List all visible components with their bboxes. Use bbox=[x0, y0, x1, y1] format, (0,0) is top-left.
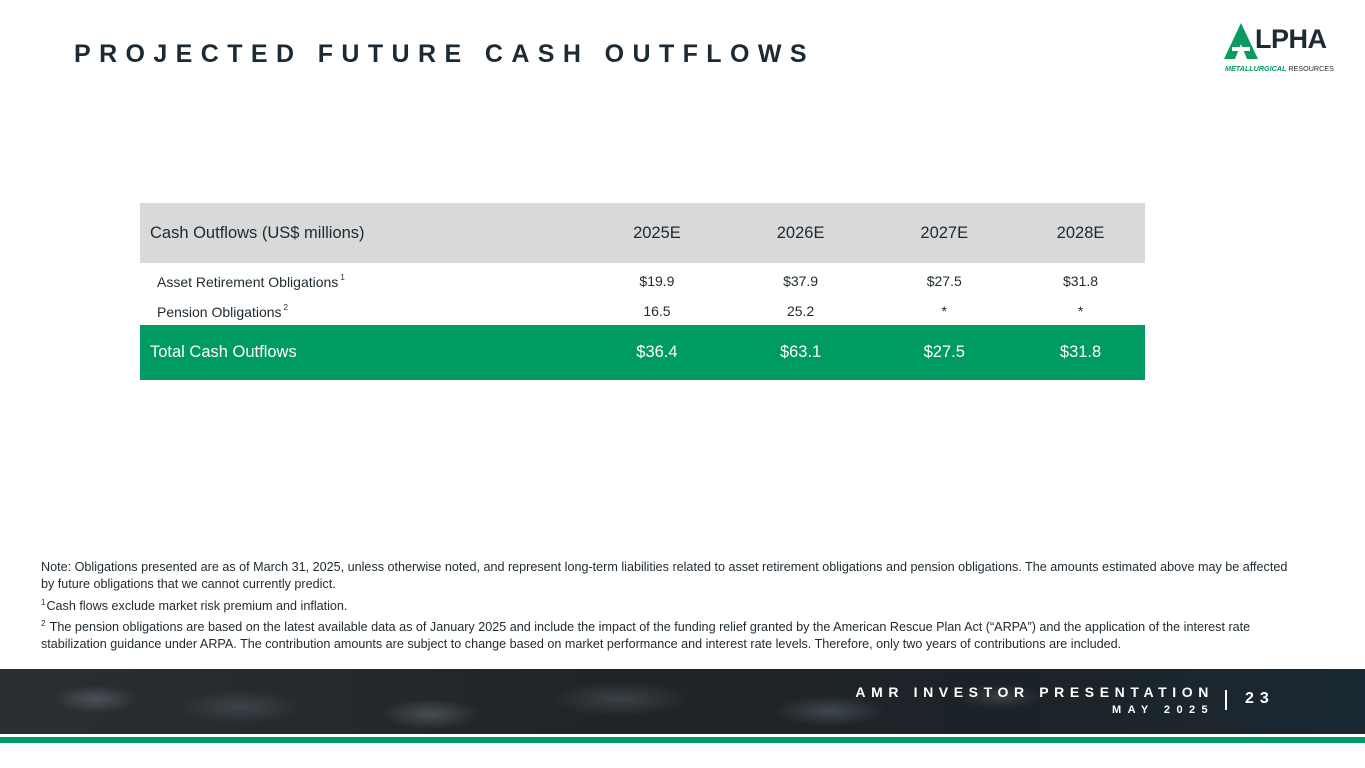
footer-accent-line bbox=[0, 737, 1365, 743]
footnote-marker: 2 bbox=[283, 302, 288, 312]
logo-a-icon bbox=[1224, 23, 1258, 59]
header-label: Cash Outflows (US$ millions) bbox=[140, 203, 586, 263]
footnote-2-marker: 2 bbox=[41, 618, 46, 628]
table-header-row: Cash Outflows (US$ millions) 2025E 2026E… bbox=[140, 203, 1145, 263]
footer-date: MAY 2025 bbox=[1112, 704, 1214, 716]
total-2025: $36.4 bbox=[585, 325, 729, 380]
total-label: Total Cash Outflows bbox=[140, 325, 586, 380]
header-2026: 2026E bbox=[728, 203, 873, 263]
cash-outflows-table: Cash Outflows (US$ millions) 2025E 2026E… bbox=[140, 203, 1145, 380]
cell-2028: * bbox=[1077, 303, 1084, 319]
row-label-cell: Pension Obligations 2 bbox=[140, 297, 585, 325]
cell-2027: $27.5 bbox=[926, 273, 962, 289]
footer-title: AMR INVESTOR PRESENTATION bbox=[855, 684, 1214, 700]
company-logo: LPHA METALLURGICAL RESOURCES bbox=[1224, 23, 1355, 75]
footnotes: Note: Obligations presented are as of Ma… bbox=[41, 559, 1301, 653]
page-number: 23 bbox=[1245, 690, 1275, 707]
footnote-2: 2 The pension obligations are based on t… bbox=[41, 615, 1301, 654]
cell-2025: 16.5 bbox=[643, 303, 671, 319]
header-2028: 2028E bbox=[1016, 203, 1145, 263]
row-label: Asset Retirement Obligations bbox=[157, 273, 339, 290]
cell-2026: 25.2 bbox=[786, 303, 815, 319]
cell-2027: * bbox=[941, 303, 947, 319]
cell-2025: $19.9 bbox=[639, 273, 675, 289]
logo-subtitle: METALLURGICAL RESOURCES bbox=[1225, 64, 1334, 73]
total-row: Total Cash Outflows $36.4 $63.1 $27.5 $3… bbox=[140, 325, 1145, 380]
row-label-cell: Asset Retirement Obligations 1 bbox=[140, 263, 585, 297]
header-2027: 2027E bbox=[872, 203, 1017, 263]
total-2026: $63.1 bbox=[728, 325, 873, 380]
note-main: Note: Obligations presented are as of Ma… bbox=[41, 560, 1288, 592]
footnote-1: 1Cash flows exclude market risk premium … bbox=[41, 594, 1301, 615]
footnote-marker: 1 bbox=[340, 272, 345, 282]
slide-title: PROJECTED FUTURE CASH OUTFLOWS bbox=[74, 40, 815, 68]
footer-banner bbox=[0, 669, 1365, 734]
cell-2028: $31.8 bbox=[1063, 273, 1099, 289]
logo-subtitle-bold: METALLURGICAL bbox=[1225, 64, 1287, 73]
footnote-1-text: Cash flows exclude market risk premium a… bbox=[46, 598, 348, 613]
logo-subtitle-text: RESOURCES bbox=[1288, 64, 1334, 73]
row-label: Pension Obligations bbox=[157, 303, 282, 320]
total-2028: $31.8 bbox=[1016, 325, 1145, 380]
total-2027: $27.5 bbox=[872, 325, 1017, 380]
logo-wordmark: LPHA bbox=[1255, 24, 1327, 54]
footnote-2-text: The pension obligations are based on the… bbox=[41, 619, 1251, 652]
cell-2026: $37.9 bbox=[783, 273, 819, 289]
table-row: Asset Retirement Obligations 1 $19.9 $37.… bbox=[140, 263, 1145, 297]
footer-divider bbox=[1225, 690, 1227, 710]
table-row: Pension Obligations 2 16.5 25.2 * * bbox=[140, 297, 1145, 325]
header-2025: 2025E bbox=[585, 203, 729, 263]
footnote-1-marker: 1 bbox=[41, 597, 46, 607]
